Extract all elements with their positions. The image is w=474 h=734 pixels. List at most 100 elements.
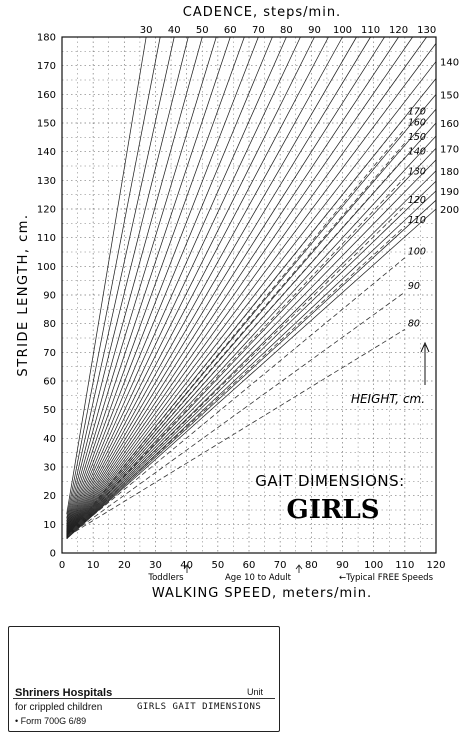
cadence-line <box>66 36 329 535</box>
y-tick-label: 150 <box>37 119 56 130</box>
cadence-label: 140 <box>440 58 459 69</box>
height-line <box>67 291 406 537</box>
cadence-line <box>66 94 437 538</box>
form-stamp: Shriners Hospitals Unit for crippled chi… <box>8 626 280 732</box>
height-label: 110 <box>408 215 426 226</box>
cadence-line <box>66 36 259 531</box>
y-tick-label: 40 <box>43 434 56 445</box>
x-tick-label: 110 <box>395 560 414 571</box>
height-label: 170 <box>408 106 426 117</box>
y-axis-label: STRIDE LENGTH, cm. <box>16 213 31 376</box>
cadence-line <box>66 36 175 522</box>
height-line <box>67 157 406 537</box>
cadence-label: 200 <box>440 205 459 216</box>
height-line <box>67 205 406 537</box>
cadence-line <box>66 36 427 537</box>
cadence-label: 190 <box>440 187 459 198</box>
cadence-line <box>66 36 147 515</box>
cadence-label: 170 <box>440 144 459 155</box>
arrow-up-icon <box>420 341 430 385</box>
y-tick-label: 70 <box>43 348 56 359</box>
top-axis-label: CADENCE, steps/min. <box>183 5 341 20</box>
annotation-age: Age 10 to Adult <box>225 573 292 583</box>
chart-subtitle: GIRLS <box>286 495 379 525</box>
cadence-line <box>66 36 399 537</box>
x-tick-label: 100 <box>364 560 383 571</box>
plot-frame <box>61 36 437 554</box>
cadence-line <box>66 36 385 536</box>
height-label: 160 <box>408 118 426 129</box>
annotation-typical: ←Typical FREE Speeds <box>339 573 434 583</box>
y-tick-label: 60 <box>43 377 56 388</box>
stamp-rule <box>13 698 275 699</box>
cadence-label: 180 <box>440 167 459 178</box>
cadence-line <box>66 208 437 539</box>
height-line <box>68 329 406 537</box>
x-tick-label: 30 <box>149 560 162 571</box>
cadence-line <box>66 61 437 538</box>
height-line <box>67 128 406 537</box>
x-tick-labels: 0 10 20 30 40 50 60 70 80 90 100 110 120 <box>59 560 446 571</box>
x-tick-label: 70 <box>274 560 287 571</box>
y-tick-label: 80 <box>43 319 56 330</box>
cadence-line <box>66 36 231 529</box>
cadence-line <box>66 36 189 524</box>
height-line <box>67 257 406 537</box>
y-tick-label: 160 <box>37 90 56 101</box>
height-line <box>67 177 406 537</box>
cadence-label: 40 <box>168 25 181 36</box>
cadence-line <box>66 159 437 539</box>
cadence-line <box>66 36 371 536</box>
cadence-line <box>66 43 437 537</box>
x-tick-label: 90 <box>336 560 349 571</box>
cadence-line <box>66 36 245 530</box>
x-axis-label: WALKING SPEED, meters/min. <box>152 586 372 601</box>
cadence-label: 160 <box>440 119 459 130</box>
cadence-label: 130 <box>417 25 436 36</box>
x-tick-label: 20 <box>118 560 131 571</box>
cadence-label: 90 <box>308 25 321 36</box>
y-tick-label: 50 <box>43 405 56 416</box>
height-line <box>67 142 406 537</box>
organization-name: Shriners Hospitals <box>15 687 113 699</box>
y-tick-label: 130 <box>37 176 56 187</box>
cadence-line <box>66 199 437 539</box>
height-label: 90 <box>408 281 420 292</box>
x-tick-label: 120 <box>426 560 445 571</box>
cadence-label: 50 <box>196 25 209 36</box>
y-tick-label: 30 <box>43 463 56 474</box>
y-tick-label: 110 <box>37 233 56 244</box>
cadence-line <box>66 135 437 539</box>
cadence-line <box>66 36 217 528</box>
y-tick-label: 180 <box>37 33 56 44</box>
x-tick-label: 10 <box>87 560 100 571</box>
x-tick-label: 60 <box>243 560 256 571</box>
y-tick-label: 0 <box>50 549 56 560</box>
cadence-line <box>66 36 357 535</box>
height-label: 120 <box>408 195 426 206</box>
height-label: 100 <box>408 247 426 258</box>
cadence-line <box>66 36 161 519</box>
cadence-line <box>66 36 203 526</box>
cadence-line <box>66 36 413 537</box>
y-tick-label: 170 <box>37 61 56 72</box>
cadence-label: 60 <box>224 25 237 36</box>
y-tick-label: 120 <box>37 205 56 216</box>
cadence-labels: 30 40 50 60 70 80 90 100 110 120 13014015016017018… <box>140 25 459 216</box>
height-label: 150 <box>408 132 426 143</box>
form-title: GIRLS GAIT DIMENSIONS <box>137 702 262 712</box>
cadence-line <box>66 36 343 535</box>
x-tick-label: 50 <box>211 560 224 571</box>
height-label: 130 <box>408 166 426 177</box>
height-label: 80 <box>408 318 420 329</box>
annotation-toddlers: Toddlers <box>147 573 184 583</box>
cadence-label: 100 <box>333 25 352 36</box>
form-number: • Form 700G 6/89 <box>15 716 87 726</box>
height-label: 140 <box>408 146 426 157</box>
y-tick-labels: 0 10 20 30 40 50 60 70 80 90 100 110 120 130 140 150 160… <box>37 33 56 560</box>
cadence-label: 110 <box>361 25 380 36</box>
cadence-line <box>66 36 301 534</box>
cadence-label: 120 <box>389 25 408 36</box>
gait-chart: 0 10 20 30 40 50 60 70 80 90 100 110 120 0 10 20 30 40 50… <box>16 5 459 601</box>
cadence-label: 70 <box>252 25 265 36</box>
